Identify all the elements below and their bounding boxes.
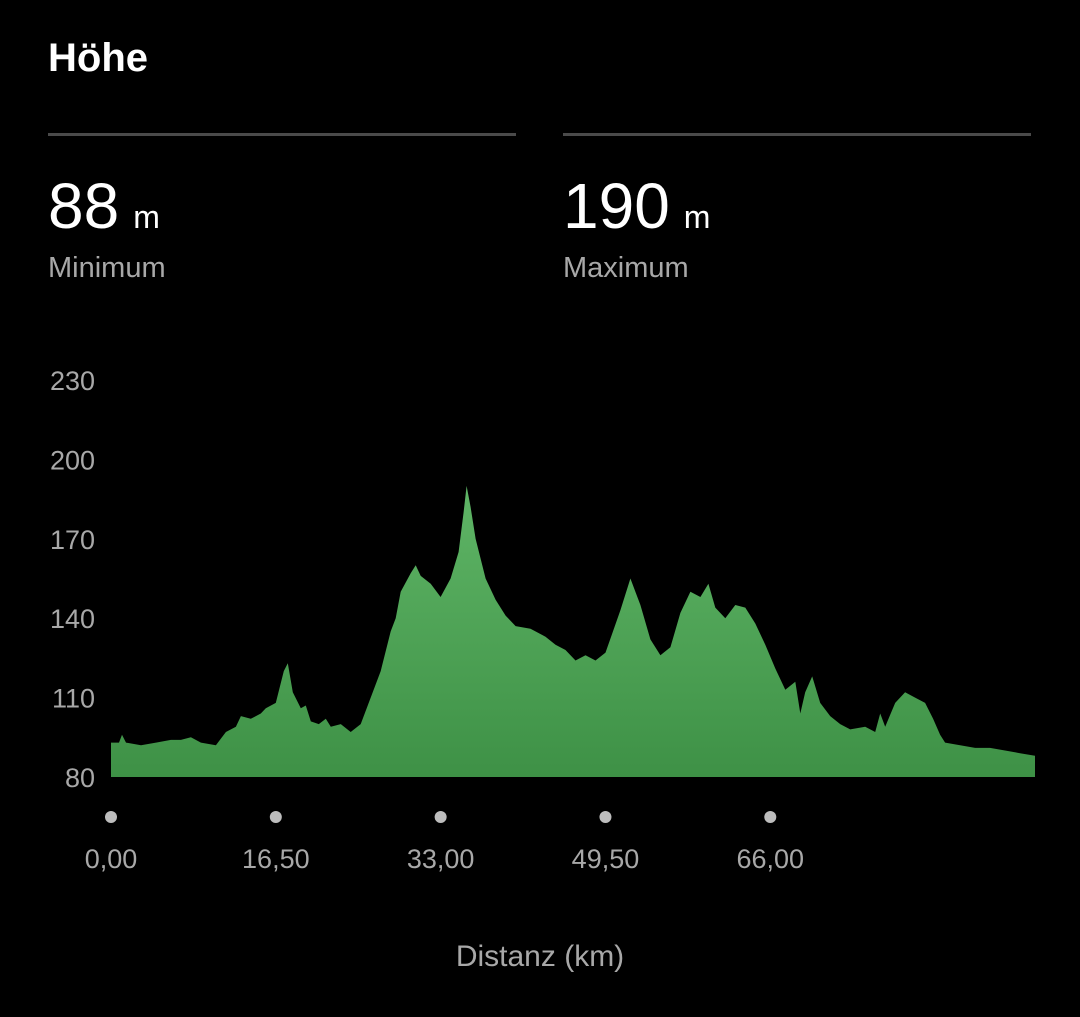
x-tick-dot <box>764 811 777 823</box>
minimum-value: 88 <box>48 170 120 242</box>
minimum-stat: 88 m Minimum <box>48 133 516 285</box>
maximum-label: Maximum <box>563 252 689 284</box>
elevation-area <box>111 485 1035 777</box>
x-tick-dot <box>434 811 447 823</box>
minimum-unit: m <box>133 199 160 235</box>
y-tick-label: 200 <box>50 445 95 475</box>
y-tick-label: 110 <box>52 684 95 714</box>
x-tick-label: 33,00 <box>407 844 475 874</box>
minimum-label: Minimum <box>48 252 166 284</box>
x-axis-title: Distanz (km) <box>456 940 624 973</box>
x-axis-ticks: 0,00 16,50 33,00 49,50 66,00 <box>85 811 804 874</box>
x-tick-dot <box>599 811 612 823</box>
elevation-chart: 230 200 170 140 110 80 0,00 16,50 33,00 49,50 66,… <box>50 366 1035 973</box>
x-tick-label: 49,50 <box>572 844 640 874</box>
maximum-value-row: 190 m <box>563 174 1031 238</box>
x-tick-dot <box>269 811 282 823</box>
x-tick-label: 0,00 <box>85 844 138 874</box>
y-tick-label: 140 <box>50 604 95 634</box>
x-tick-label: 66,00 <box>736 844 804 874</box>
maximum-stat: 190 m Maximum <box>563 133 1031 285</box>
x-tick-dot <box>105 811 117 823</box>
maximum-unit: m <box>683 199 711 235</box>
maximum-value: 190 <box>563 170 670 242</box>
y-tick-label: 80 <box>65 763 95 793</box>
page-title: Höhe <box>48 36 148 80</box>
y-tick-label: 170 <box>50 525 95 555</box>
y-axis-ticks: 230 200 170 140 110 80 <box>50 366 95 793</box>
y-tick-label: 230 <box>50 366 95 396</box>
minimum-value-row: 88 m <box>48 174 516 238</box>
x-tick-label: 16,50 <box>242 844 310 874</box>
